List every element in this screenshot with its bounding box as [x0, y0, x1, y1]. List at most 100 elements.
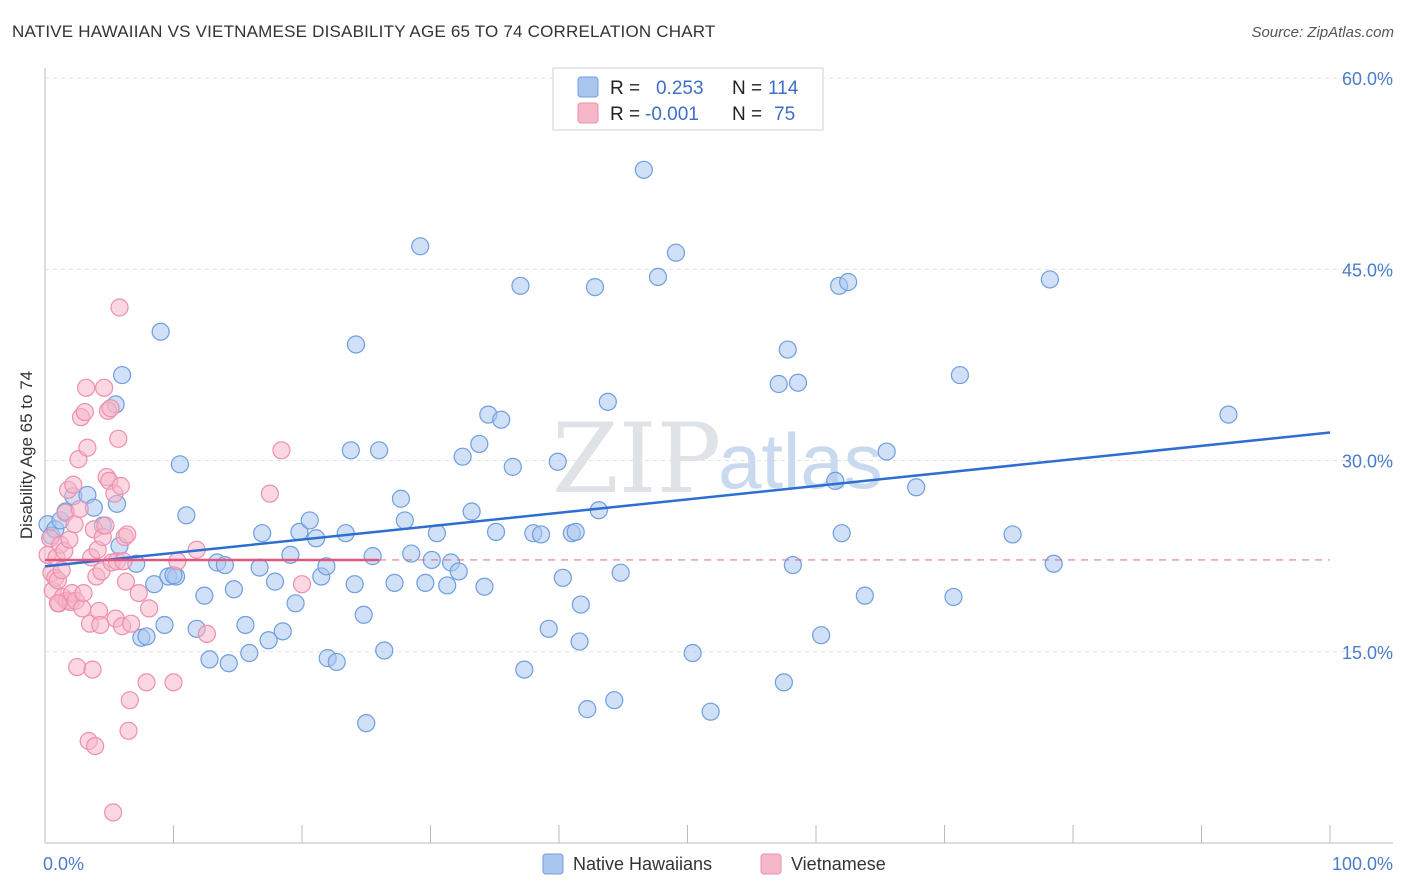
point-vietnamese: [118, 525, 137, 544]
point-vietnamese: [110, 298, 129, 317]
point-native-hawaiians: [783, 555, 802, 575]
point-native-hawaiians: [1040, 270, 1059, 289]
point-native-hawaiians: [578, 700, 597, 719]
y-axis-label: Disability Age 65 to 74: [17, 371, 36, 539]
legend-swatch-native-hawaiians: [577, 76, 599, 98]
point-vietnamese: [137, 673, 156, 692]
point-native-hawaiians: [170, 455, 190, 474]
point-native-hawaiians: [1044, 554, 1063, 573]
point-native-hawaiians: [634, 160, 653, 179]
point-native-hawaiians: [219, 654, 238, 673]
point-native-hawaiians: [648, 267, 668, 286]
point-vietnamese: [65, 515, 84, 534]
y-tick-label: 15.0%: [1342, 643, 1393, 663]
point-vietnamese: [114, 552, 133, 571]
point-vietnamese: [83, 660, 102, 679]
point-native-hawaiians: [438, 576, 457, 595]
point-native-hawaiians: [391, 489, 411, 508]
data-points: [38, 160, 1238, 822]
point-native-hawaiians: [1003, 525, 1022, 544]
point-native-hawaiians: [826, 471, 845, 490]
point-native-hawaiians: [503, 457, 522, 476]
y-tick-label: 60.0%: [1342, 69, 1393, 89]
watermark-zip: ZIP: [552, 403, 721, 515]
legend-n-value-1: 114: [768, 78, 799, 99]
point-native-hawaiians: [492, 410, 511, 429]
point-vietnamese: [111, 476, 130, 496]
point-vietnamese: [116, 572, 136, 591]
point-native-hawaiians: [449, 562, 468, 581]
trend-lines: [44, 431, 1331, 568]
point-vietnamese: [70, 499, 89, 519]
point-vietnamese: [91, 615, 110, 635]
point-native-hawaiians: [137, 627, 156, 646]
point-native-hawaiians: [177, 506, 196, 525]
point-native-hawaiians: [416, 573, 435, 593]
point-vietnamese: [60, 530, 79, 549]
point-native-hawaiians: [1219, 405, 1238, 424]
point-native-hawaiians: [855, 586, 874, 605]
point-vietnamese: [121, 614, 141, 633]
point-native-hawaiians: [370, 441, 389, 460]
legend-r-value-1: 0.253: [656, 78, 704, 99]
series-legend: Native Hawaiians Vietnamese: [542, 853, 886, 875]
legend-swatch-vietnamese: [577, 102, 599, 124]
point-vietnamese: [197, 624, 217, 644]
point-native-hawaiians: [462, 502, 481, 521]
point-vietnamese: [74, 583, 93, 603]
legend-n-label-2: N =: [732, 104, 762, 125]
point-native-hawaiians: [200, 650, 219, 669]
x-tick-label-min: 0.0%: [43, 854, 84, 874]
point-native-hawaiians: [155, 615, 174, 635]
point-native-hawaiians: [375, 641, 394, 660]
point-native-hawaiians: [611, 563, 630, 582]
point-native-hawaiians: [265, 572, 285, 591]
point-native-hawaiians: [253, 524, 272, 543]
point-native-hawaiians: [250, 558, 269, 577]
axes: [44, 68, 1393, 844]
point-native-hawaiians: [571, 595, 590, 614]
point-native-hawaiians: [240, 643, 259, 663]
point-native-hawaiians: [585, 278, 605, 297]
point-native-hawaiians: [354, 605, 373, 624]
point-vietnamese: [109, 429, 128, 448]
x-tick-label-max: 100.0%: [1332, 854, 1393, 874]
bottom-legend-swatch-vietnamese: [760, 853, 782, 875]
point-native-hawaiians: [346, 335, 366, 354]
chart-title: NATIVE HAWAIIAN VS VIETNAMESE DISABILITY…: [12, 22, 716, 41]
point-vietnamese: [168, 552, 187, 571]
point-vietnamese: [101, 399, 120, 418]
point-native-hawaiians: [363, 547, 382, 566]
point-native-hawaiians: [788, 373, 808, 392]
point-native-hawaiians: [259, 631, 278, 650]
source-credit: Source: ZipAtlas.com: [1251, 24, 1394, 41]
y-tick-label: 45.0%: [1342, 260, 1393, 280]
point-native-hawaiians: [327, 652, 346, 672]
point-native-hawaiians: [395, 511, 414, 530]
point-native-hawaiians: [486, 522, 506, 542]
point-vietnamese: [64, 475, 83, 494]
point-native-hawaiians: [236, 615, 255, 635]
point-native-hawaiians: [453, 447, 472, 466]
point-vietnamese: [77, 378, 96, 397]
legend-n-value-2: 75: [774, 104, 795, 125]
point-native-hawaiians: [548, 452, 567, 471]
trend-native-hawaiians: [44, 431, 1331, 568]
point-native-hawaiians: [300, 511, 319, 530]
point-vietnamese: [68, 657, 87, 677]
point-vietnamese: [260, 484, 279, 503]
point-native-hawaiians: [539, 619, 558, 638]
legend-r-label-2: R =: [610, 104, 640, 125]
point-native-hawaiians: [839, 272, 858, 292]
point-vietnamese: [96, 516, 115, 535]
point-native-hawaiians: [475, 577, 494, 596]
point-native-hawaiians: [769, 374, 788, 394]
point-native-hawaiians: [531, 525, 551, 544]
point-native-hawaiians: [778, 340, 797, 359]
point-native-hawaiians: [145, 575, 164, 594]
bottom-legend-vietnamese: Vietnamese: [791, 854, 886, 874]
point-vietnamese: [104, 803, 123, 822]
legend-r-label-1: R =: [610, 78, 640, 99]
point-vietnamese: [139, 599, 159, 618]
